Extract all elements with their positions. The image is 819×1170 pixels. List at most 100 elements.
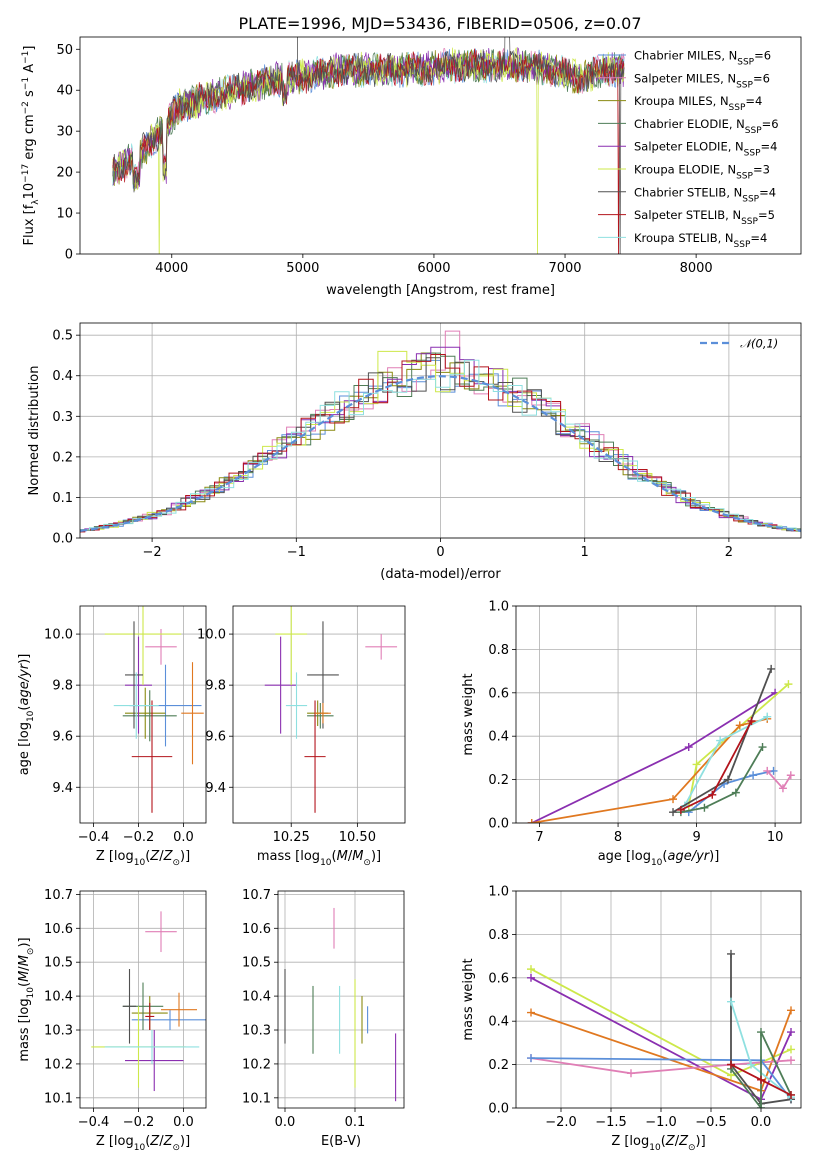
y-tick-label: 10.2 <box>242 1057 271 1072</box>
weight-marker <box>767 664 776 673</box>
y-tick-label: 0.4 <box>488 730 509 745</box>
axes-frame <box>79 605 207 824</box>
x-tick-label: 10 <box>767 830 784 845</box>
legend-entry: 𝒩(0,1) <box>740 337 778 351</box>
x-tick-label: 7 <box>535 830 543 845</box>
weight-series <box>727 1060 795 1099</box>
x-tick-label: −1.5 <box>595 1115 627 1130</box>
x-tick-label: 7000 <box>548 261 581 276</box>
x-axis-label: wavelength [Angstrom, rest frame] <box>326 283 555 298</box>
error-bar-point <box>113 672 159 739</box>
gridlines <box>233 606 405 823</box>
y-tick-label: 10.2 <box>44 1057 73 1072</box>
x-tick-label: −2.0 <box>545 1115 577 1130</box>
weight-marker <box>757 1104 765 1108</box>
x-tick-label: 8 <box>614 830 622 845</box>
y-tick-label: 0.2 <box>52 450 73 465</box>
weight-marker <box>749 771 758 780</box>
error-bar-point <box>275 606 308 686</box>
plot-area <box>284 907 397 1102</box>
y-tick-label: 0.0 <box>52 532 73 547</box>
weight-marker <box>757 1075 765 1084</box>
plot-area <box>264 606 398 813</box>
y-tick-label: 0.2 <box>488 773 509 788</box>
y-tick-label: 0.0 <box>488 817 509 832</box>
axes-mass_vs_Z: −0.4 −0.2 0.0 10.1 10.2 10.3 10.4 10.5 10.6 10.7 Z… <box>17 888 207 1153</box>
y-tick-label: 10.6 <box>44 922 73 937</box>
weight-marker <box>727 997 735 1006</box>
y-axis-label: Normed distribution <box>27 366 42 496</box>
y-tick-label: 0.2 <box>488 1058 509 1073</box>
error-bar-point <box>122 968 137 1044</box>
x-tick-label: −0.5 <box>695 1115 727 1130</box>
y-tick-label: 0.5 <box>52 329 73 344</box>
weight-line <box>680 746 764 813</box>
legend-entry: Salpeter ELODIE, NSSP=4 <box>634 140 777 159</box>
weight-marker <box>700 803 709 812</box>
weight-marker <box>784 680 793 689</box>
gridlines <box>278 891 404 1108</box>
y-tick-label: 40 <box>56 84 73 99</box>
weight-series <box>676 717 756 814</box>
y-tick-label: 10.1 <box>242 1091 271 1106</box>
axes-weight_vs_Z: −2.0 −1.5 −1.0 −0.5 0.0 0.0 0.2 0.4 0.6 0.8 1.0 Z [… <box>461 885 802 1153</box>
axes-spectrum: 4000 5000 6000 7000 8000 0 10 20 30 40 50 wavelengt… <box>21 36 802 298</box>
x-axis-label: mass [log10(M/M⊙)] <box>257 849 381 868</box>
y-tick-label: 0.8 <box>488 928 509 943</box>
weight-marker <box>787 1090 795 1099</box>
x-tick-label: 10.25 <box>273 830 310 845</box>
normal-reference-curve <box>80 375 801 532</box>
y-tick-label: 50 <box>56 43 73 58</box>
weight-marker <box>527 973 535 982</box>
x-tick-label: −0.4 <box>78 830 110 845</box>
x-tick-label: 0 <box>436 545 444 560</box>
weight-marker <box>763 712 772 721</box>
error-bar-point <box>122 690 177 742</box>
axes-frame <box>232 605 406 824</box>
y-tick-label: 20 <box>56 166 73 181</box>
axes-weight_vs_age: 7 8 9 10 0.0 0.2 0.4 0.6 0.8 1.0 age [log10(age/yr… <box>461 600 802 868</box>
weight-marker <box>684 743 693 752</box>
x-axis-label: E(B-V) <box>321 1134 361 1149</box>
weight-marker <box>723 775 732 784</box>
x-axis-label: Z [log10(Z/Z⊙)] <box>611 1134 705 1153</box>
x-tick-label: 0.0 <box>173 1115 194 1130</box>
legend-entry: Kroupa ELODIE, NSSP=3 <box>634 163 770 182</box>
y-tick-label: 9.8 <box>205 679 226 694</box>
y-tick-label: 10.4 <box>242 990 271 1005</box>
y-axis-label: mass [log10(M/M⊙)] <box>17 937 36 1061</box>
y-tick-label: 1.0 <box>488 600 509 615</box>
x-tick-label: −0.2 <box>123 1115 155 1130</box>
y-tick-label: 9.4 <box>205 781 226 796</box>
plot-area <box>527 949 795 1108</box>
weight-marker <box>708 790 717 799</box>
gridlines <box>516 605 801 824</box>
weight-line <box>730 1031 792 1108</box>
spectrum-series-line <box>112 37 625 254</box>
weight-line <box>531 692 776 823</box>
x-tick-label: 0.1 <box>345 1115 366 1130</box>
x-tick-label: 5000 <box>286 261 319 276</box>
y-tick-label: 10.0 <box>197 628 226 643</box>
axes-age_vs_mass: 10.25 10.50 9.4 9.6 9.8 10.0 mass [log10(M/M⊙)… <box>197 605 406 868</box>
weight-marker <box>735 721 744 730</box>
figure-title: PLATE=1996, MJD=53436, FIBERID=0506, z=0… <box>238 14 641 33</box>
weight-series <box>680 712 772 810</box>
weight-marker <box>669 795 678 804</box>
residual-histogram <box>80 354 801 533</box>
gridlines <box>516 890 801 1109</box>
residual-histogram <box>80 330 801 532</box>
x-tick-label: 6000 <box>417 261 450 276</box>
y-tick-label: 10 <box>56 207 73 222</box>
weight-marker <box>757 1028 765 1037</box>
weight-marker <box>787 1028 795 1037</box>
weight-line <box>680 720 753 811</box>
weight-marker <box>778 784 787 793</box>
y-tick-label: 0.6 <box>488 686 509 701</box>
legend-entry: Kroupa STELIB, NSSP=4 <box>634 231 767 250</box>
axes-frame <box>79 36 802 255</box>
error-bar-point <box>125 687 166 739</box>
weight-marker <box>669 808 678 817</box>
y-tick-label: 10.7 <box>242 888 271 903</box>
y-tick-label: 1.0 <box>488 885 509 900</box>
